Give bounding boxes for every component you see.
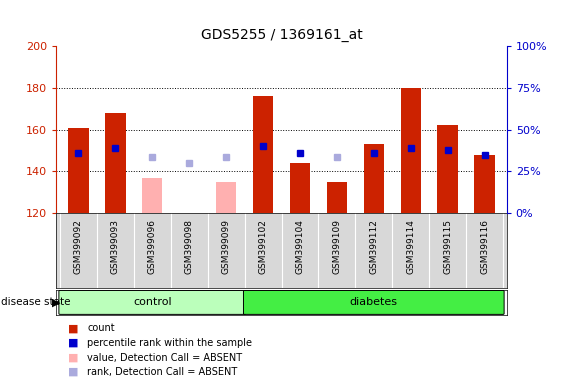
Text: percentile rank within the sample: percentile rank within the sample <box>87 338 252 348</box>
Text: GSM399112: GSM399112 <box>369 219 378 274</box>
Text: GSM399092: GSM399092 <box>74 219 83 274</box>
Bar <box>68 127 88 213</box>
Text: GSM399116: GSM399116 <box>480 219 489 274</box>
Text: diabetes: diabetes <box>350 297 398 308</box>
Bar <box>400 88 421 213</box>
Bar <box>216 182 236 213</box>
Text: count: count <box>87 323 115 333</box>
Text: ■: ■ <box>68 323 78 333</box>
Text: value, Detection Call = ABSENT: value, Detection Call = ABSENT <box>87 353 243 362</box>
FancyBboxPatch shape <box>243 290 504 314</box>
Bar <box>327 182 347 213</box>
Text: ■: ■ <box>68 367 78 377</box>
Text: ■: ■ <box>68 353 78 362</box>
Bar <box>290 163 310 213</box>
Text: GSM399098: GSM399098 <box>185 219 194 274</box>
Bar <box>364 144 384 213</box>
Text: disease state: disease state <box>1 297 70 308</box>
Text: GSM399096: GSM399096 <box>148 219 157 274</box>
Bar <box>437 126 458 213</box>
Text: GSM399104: GSM399104 <box>296 219 305 274</box>
Text: rank, Detection Call = ABSENT: rank, Detection Call = ABSENT <box>87 367 238 377</box>
Text: GSM399114: GSM399114 <box>406 219 415 274</box>
FancyBboxPatch shape <box>59 290 245 314</box>
Text: ■: ■ <box>68 338 78 348</box>
Bar <box>475 155 495 213</box>
Text: GSM399099: GSM399099 <box>222 219 231 274</box>
Text: GSM399115: GSM399115 <box>443 219 452 274</box>
Bar <box>105 113 126 213</box>
Title: GDS5255 / 1369161_at: GDS5255 / 1369161_at <box>200 28 363 42</box>
Text: control: control <box>133 297 172 308</box>
Text: GSM399093: GSM399093 <box>111 219 120 274</box>
Bar <box>142 178 163 213</box>
Text: GSM399102: GSM399102 <box>258 219 267 274</box>
Bar <box>253 96 273 213</box>
Text: GSM399109: GSM399109 <box>332 219 341 274</box>
Text: ▶: ▶ <box>52 297 60 308</box>
